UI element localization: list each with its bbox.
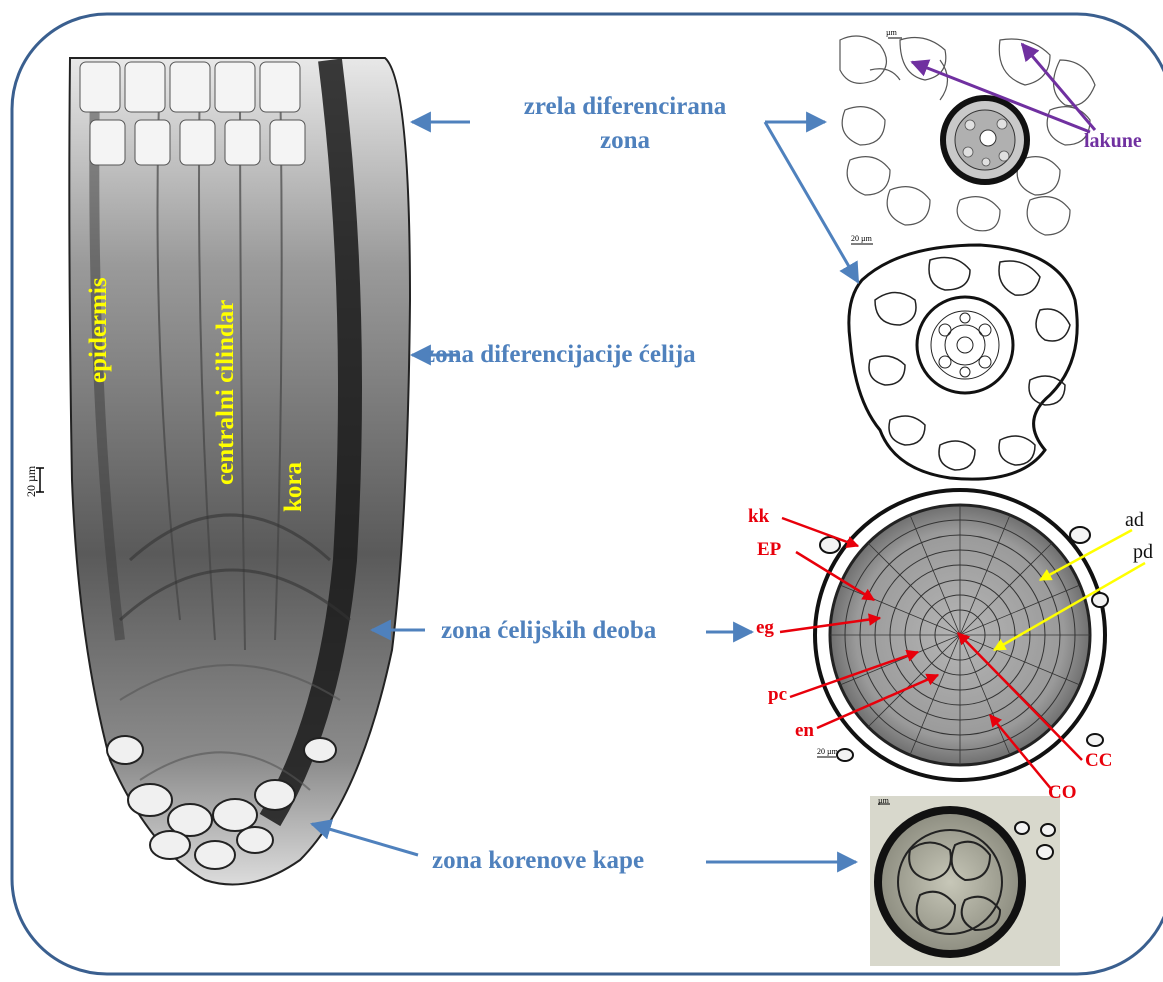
- root-cap-cross-section: [870, 796, 1060, 966]
- main-scale-bar: [36, 467, 44, 493]
- ad-label: ad: [1125, 509, 1144, 531]
- panel-top-scale-label: µm: [886, 28, 897, 37]
- yellow-pointers: [992, 528, 1146, 652]
- kk-label: kk: [748, 506, 770, 527]
- main-scale-bar-label: 20 µm: [24, 465, 38, 497]
- mature-zone-label-line2: zona: [600, 127, 650, 154]
- cell-type-pointers: [779, 516, 1083, 791]
- root-tip-micrograph: [68, 57, 412, 886]
- differentiation-zone-cross-section: [842, 238, 1092, 484]
- root-cap-zone-label: zona korenove kape: [432, 847, 645, 874]
- central-cylinder-label: centralni cilindar: [212, 299, 239, 485]
- eg-label: eg: [756, 617, 774, 638]
- mature-zone-label: zrela diferencirana zona: [490, 90, 760, 158]
- figure-border: [10, 12, 1163, 976]
- en-label: en: [795, 720, 814, 741]
- ep-label: EP: [757, 539, 782, 560]
- pd-label: pd: [1133, 541, 1153, 563]
- mature-zone-cross-section: [830, 26, 1102, 236]
- panel-second-scale-label: 20 µm: [851, 234, 872, 243]
- cc-label: CC: [1085, 750, 1113, 771]
- cortex-label: kora: [280, 462, 307, 512]
- division-zone-label: zona ćelijskih deoba: [441, 617, 657, 644]
- pc-label: pc: [768, 684, 787, 705]
- co-label: CO: [1048, 782, 1077, 803]
- lacunae-label: lakune: [1084, 130, 1142, 152]
- panel-third-scale-label: 20 µm: [817, 747, 838, 756]
- zone-arrows: [309, 111, 860, 873]
- mature-zone-label-line1: zrela diferencirana: [523, 93, 727, 120]
- panel-bottom-scale-label: µm: [878, 796, 889, 805]
- epidermis-label: epidermis: [85, 277, 112, 383]
- lacunae-arrows: [910, 42, 1097, 134]
- differentiation-zone-label: zona diferencijacije ćelija: [424, 341, 696, 368]
